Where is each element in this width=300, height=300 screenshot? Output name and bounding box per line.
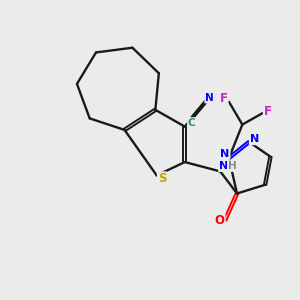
Text: N: N [219,161,228,171]
Text: F: F [264,105,272,119]
Text: F: F [220,92,228,105]
Text: S: S [158,172,166,185]
Text: O: O [214,214,225,227]
Text: N: N [220,149,230,159]
Text: H: H [228,161,237,171]
Text: N: N [250,134,259,144]
Text: N: N [205,93,214,103]
Text: C: C [188,118,196,128]
